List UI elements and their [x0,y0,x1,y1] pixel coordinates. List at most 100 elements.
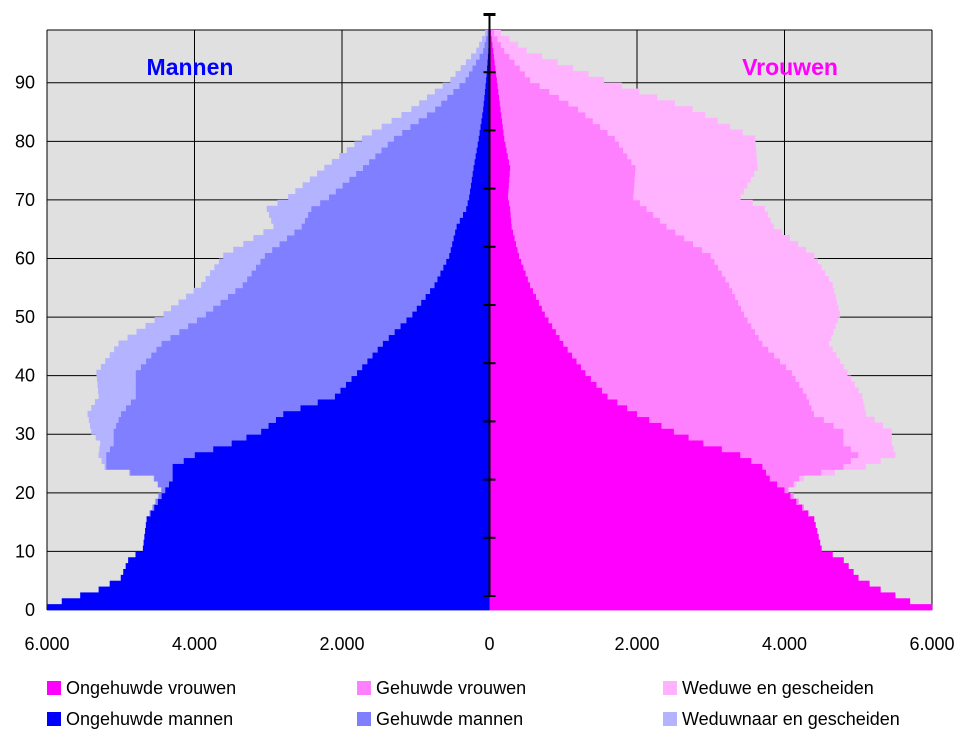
bar-segment-ongehuwde-mannen [317,399,490,406]
bar-segment-weduwe-en-gescheiden [843,440,892,447]
legend-item-weduwnaar-en-gescheiden: Weduwnaar en gescheiden [663,707,900,731]
bar-segment-ongehuwde-vrouwen [489,469,767,476]
bar-segment-weduwe-en-gescheiden [578,106,693,113]
bar-segment-gehuwde-vrouwen [559,334,759,341]
bar-segment-weduwnaar-en-gescheiden [295,188,336,195]
bar-segment-weduwe-en-gescheiden [634,182,748,189]
bar-segment-ongehuwde-vrouwen [489,158,510,166]
bar-segment-ongehuwde-mannen [123,568,490,576]
bar-segment-weduwnaar-en-gescheiden [163,311,206,318]
bar-segment-ongehuwde-mannen [128,557,490,564]
bar-segment-ongehuwde-vrouwen [489,299,540,306]
bar-segment-gehuwde-vrouwen [751,457,852,464]
bar-segment-weduwnaar-en-gescheiden [96,369,136,377]
bar-segment-weduwnaar-en-gescheiden [339,153,376,160]
legend-swatch [357,712,371,726]
bar-segment-gehuwde-vrouwen [497,82,540,89]
bar-segment-gehuwde-vrouwen [517,246,703,254]
bar-segment-gehuwde-vrouwen [516,240,694,248]
bar-segment-ongehuwde-mannen [231,440,490,447]
bar-segment-ongehuwde-mannen [467,199,490,207]
bar-segment-weduwe-en-gescheiden [843,428,892,435]
bar-segment-ongehuwde-mannen [472,170,490,177]
bar-segment-ongehuwde-vrouwen [489,481,778,488]
x-axis-labels: 6.000 4.000 2.000 0 2.000 4.000 6.000 [24,634,954,654]
bar-segment-weduwe-en-gescheiden [814,410,866,418]
bar-segment-weduwe-en-gescheiden [774,352,837,359]
bar-segment-weduwnaar-en-gescheiden [401,112,427,119]
bar-segment-gehuwde-mannen [187,322,401,330]
bar-segment-ongehuwde-vrouwen [489,369,586,377]
bar-segment-ongehuwde-mannen [153,504,490,511]
legend-item-ongehuwde-vrouwen: Ongehuwde vrouwen [47,676,236,700]
bar-segment-weduwnaar-en-gescheiden [105,358,147,365]
bar-segment-ongehuwde-mannen [486,65,490,72]
bar-segment-ongehuwde-mannen [172,469,490,476]
bar-segment-gehuwde-vrouwen [808,510,810,517]
legend-item-ongehuwde-mannen: Ongehuwde mannen [47,707,233,731]
bar-segment-ongehuwde-vrouwen [489,147,507,154]
bar-segment-ongehuwde-mannen [480,123,490,130]
bar-segment-gehuwde-mannen [170,334,389,341]
bar-segment-gehuwde-vrouwen [533,287,733,295]
bar-segment-ongehuwde-mannen [194,451,490,459]
bar-segment-gehuwde-vrouwen [637,410,815,418]
bar-segment-gehuwde-mannen [135,375,352,382]
bar-segment-gehuwde-mannen [393,135,479,142]
legend-swatch [357,681,371,695]
bar-segment-gehuwde-vrouwen [509,176,635,183]
bar-segment-gehuwde-mannen [106,463,173,470]
y-tick-label: 10 [15,541,35,561]
bar-segment-ongehuwde-vrouwen [489,434,689,441]
bar-segment-ongehuwde-vrouwen [489,381,597,388]
y-tick-label: 20 [15,483,35,503]
bar-segment-ongehuwde-vrouwen [489,399,618,406]
bar-segment-ongehuwde-vrouwen [489,223,512,230]
bar-segment-gehuwde-vrouwen [507,194,634,201]
bar-segment-weduwe-en-gescheiden [809,399,864,406]
bar-segment-gehuwde-vrouwen [530,281,730,289]
bar-segment-ongehuwde-mannen [468,194,490,201]
bar-segment-ongehuwde-mannen [47,604,490,611]
bar-segment-gehuwde-mannen [161,340,383,347]
bar-segment-ongehuwde-vrouwen [489,182,510,189]
bar-segment-weduwe-en-gescheiden [743,311,841,318]
y-tick-label: 60 [15,248,35,268]
bar-segment-weduwnaar-en-gescheiden [98,387,136,394]
bar-segment-ongehuwde-vrouwen [489,404,628,412]
bar-segment-ongehuwde-vrouwen [489,176,510,183]
bar-segment-ongehuwde-mannen [268,422,490,429]
bar-segment-weduwnaar-en-gescheiden [471,53,480,60]
bar-segment-weduwe-en-gescheiden [799,475,804,482]
bar-segment-ongehuwde-vrouwen [489,100,501,107]
bar-segment-gehuwde-mannen [387,141,478,148]
legend-swatch [47,712,61,726]
bar-segment-weduwnaar-en-gescheiden [465,59,477,66]
bar-segment-gehuwde-mannen [251,270,441,277]
bar-segment-ongehuwde-vrouwen [489,340,564,347]
bar-segment-gehuwde-vrouwen [703,440,844,447]
bar-segment-gehuwde-vrouwen [499,100,569,107]
x-tick-label: 2.000 [614,634,659,654]
bar-segment-ongehuwde-mannen [478,135,490,142]
bar-segment-ongehuwde-vrouwen [489,492,791,500]
y-tick-label: 30 [15,424,35,444]
bar-segment-ongehuwde-mannen [456,223,490,230]
x-tick-label: 6.000 [909,634,954,654]
bar-segment-gehuwde-mannen [294,229,456,236]
bar-segment-gehuwde-mannen [135,387,341,394]
bar-segment-gehuwde-vrouwen [572,352,775,359]
bar-segment-ongehuwde-vrouwen [489,311,546,318]
bar-segment-gehuwde-vrouwen [502,117,594,125]
bar-segment-ongehuwde-vrouwen [489,604,933,611]
bar-segment-gehuwde-mannen [156,346,378,353]
bar-segment-weduwe-en-gescheiden [768,346,833,353]
bar-segment-gehuwde-mannen [349,176,472,183]
bar-segment-ongehuwde-vrouwen [489,164,511,172]
bar-segment-gehuwde-mannen [115,422,269,429]
bar-segment-gehuwde-vrouwen [514,235,685,242]
bar-segment-gehuwde-vrouwen [790,492,794,500]
bar-segment-gehuwde-mannen [264,252,450,259]
bar-segment-gehuwde-mannen [465,76,487,84]
bar-segment-ongehuwde-mannen [109,580,490,587]
